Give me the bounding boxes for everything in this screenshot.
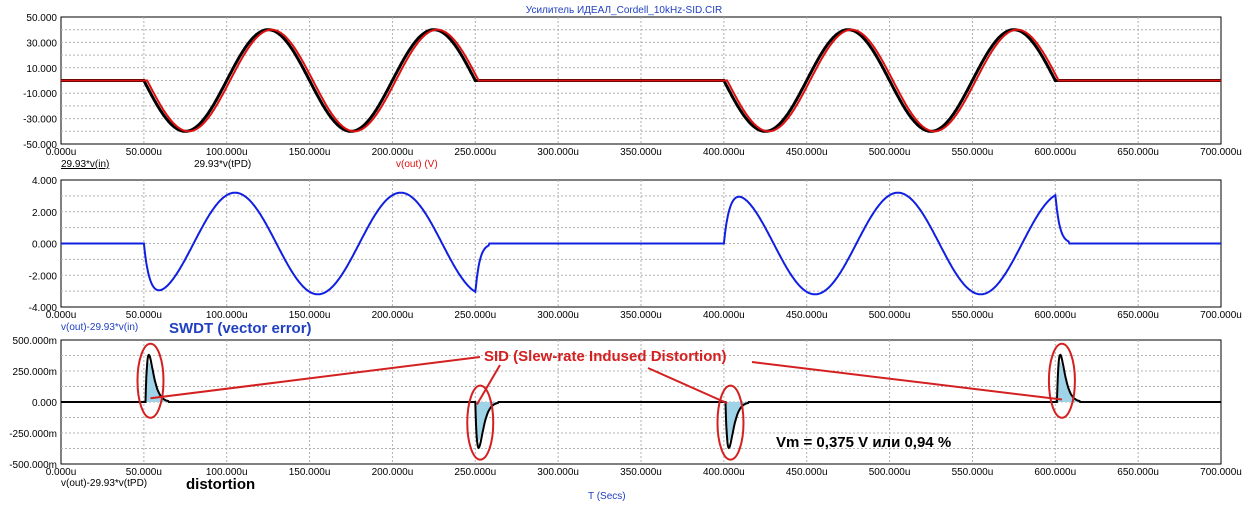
panel-middle-y-ticks: 4.000 2.000 0.000 -2.000 -4.000 bbox=[29, 176, 58, 314]
spike-fill bbox=[725, 402, 749, 441]
annotation-pointer bbox=[476, 364, 501, 405]
y-tick-label: -250.000m bbox=[9, 429, 57, 440]
x-tick-label: 0.000u bbox=[46, 467, 77, 478]
vm-label: Vm = 0,375 V или 0,94 % bbox=[776, 434, 951, 451]
x-tick-label: 350.000u bbox=[620, 467, 662, 478]
series-error bbox=[61, 191, 1221, 296]
x-tick-label: 700.000u bbox=[1200, 467, 1242, 478]
spike-highlight-ellipse bbox=[136, 342, 165, 419]
panel-top-y-ticks: 50.000 30.000 10.000 -10.000 -30.000 -50.000 bbox=[23, 13, 57, 151]
spike-fill bbox=[475, 402, 499, 441]
spike-fills bbox=[145, 361, 1081, 441]
x-tick-label: 350.000u bbox=[620, 147, 662, 158]
series-label-distortion: v(out)-29.93*v(tPD) bbox=[61, 478, 147, 489]
x-tick-label: 500.000u bbox=[869, 467, 911, 478]
series-distortion bbox=[61, 353, 1221, 450]
y-tick-label: -500.000m bbox=[9, 460, 57, 471]
annotation-pointer bbox=[751, 361, 1063, 401]
panel-top-x-ticks: 0.000u 50.000u 100.000u 150.000u 200.000u 250… bbox=[46, 147, 1242, 158]
x-tick-label: 150.000u bbox=[289, 310, 331, 321]
x-tick-label: 150.000u bbox=[289, 467, 331, 478]
x-tick-label: 200.000u bbox=[372, 147, 414, 158]
annotations bbox=[136, 342, 1076, 461]
x-tick-label: 550.000u bbox=[952, 310, 994, 321]
x-tick-label: 300.000u bbox=[537, 467, 579, 478]
x-tick-label: 400.000u bbox=[703, 147, 745, 158]
sid-label: SID (Slew-rate Indused Distortion) bbox=[484, 348, 727, 365]
y-tick-label: 250.000m bbox=[13, 367, 57, 378]
x-tick-label: 450.000u bbox=[786, 467, 828, 478]
panel-bottom: 500.000m250.000m0.000-250.000m-500.000m … bbox=[9, 336, 1242, 502]
x-tick-label: 100.000u bbox=[206, 147, 248, 158]
panel-middle-x-ticks: 0.000u 50.000u 100.000u 150.000u 200.000u 250… bbox=[46, 310, 1242, 321]
x-tick-label: 600.000u bbox=[1034, 310, 1076, 321]
y-tick-label: 500.000m bbox=[13, 336, 57, 347]
x-tick-label: 650.000u bbox=[1117, 147, 1159, 158]
x-tick-label: 450.000u bbox=[786, 147, 828, 158]
annotation-distortion: distortion bbox=[186, 476, 255, 493]
x-tick-label: 300.000u bbox=[537, 147, 579, 158]
x-tick-label: 550.000u bbox=[952, 147, 994, 158]
x-axis-label: T (Secs) bbox=[588, 491, 626, 502]
annotation-pointer bbox=[150, 356, 481, 400]
x-tick-label: 200.000u bbox=[372, 467, 414, 478]
y-tick-label: -30.000 bbox=[23, 115, 57, 126]
x-tick-label: 0.000u bbox=[46, 310, 77, 321]
annotation-pointer bbox=[647, 367, 728, 405]
x-tick-label: 600.000u bbox=[1034, 467, 1076, 478]
x-tick-label: 50.000u bbox=[126, 147, 162, 158]
spike-fill bbox=[145, 361, 169, 402]
x-tick-label: 200.000u bbox=[372, 310, 414, 321]
x-tick-label: 100.000u bbox=[206, 310, 248, 321]
x-tick-label: 50.000u bbox=[126, 467, 162, 478]
x-tick-label: 600.000u bbox=[1034, 147, 1076, 158]
x-tick-label: 350.000u bbox=[620, 310, 662, 321]
panel-bottom-y-ticks: 500.000m 250.000m 0.000 -250.000m -500.000m bbox=[9, 336, 57, 471]
x-tick-label: 500.000u bbox=[869, 147, 911, 158]
x-tick-label: 150.000u bbox=[289, 147, 331, 158]
panel-top: 50.00030.00010.000-10.000-30.000-50.000 … bbox=[23, 13, 1242, 170]
x-tick-label: 50.000u bbox=[126, 310, 162, 321]
y-tick-label: -4.000 bbox=[29, 303, 58, 314]
x-tick-label: 700.000u bbox=[1200, 147, 1242, 158]
x-tick-label: 250.000u bbox=[454, 310, 496, 321]
panel-middle: 4.000 2.000 0.000 -2.000 -4.000 0.000u 50.000… bbox=[29, 176, 1242, 337]
x-tick-label: 300.000u bbox=[537, 310, 579, 321]
x-tick-label: 650.000u bbox=[1117, 467, 1159, 478]
y-tick-label: 0.000 bbox=[32, 398, 57, 409]
x-tick-label: 700.000u bbox=[1200, 310, 1242, 321]
y-tick-label: -10.000 bbox=[23, 89, 57, 100]
y-tick-label: 30.000 bbox=[26, 38, 57, 49]
y-tick-label: 2.000 bbox=[32, 208, 57, 219]
spike-fill bbox=[1056, 361, 1081, 402]
series-label-error: v(out)-29.93*v(in) bbox=[61, 322, 138, 333]
x-tick-label: 400.000u bbox=[703, 467, 745, 478]
x-tick-label: 650.000u bbox=[1117, 310, 1159, 321]
spike-highlight-ellipse bbox=[716, 384, 745, 461]
annotation-swdt: SWDT (vector error) bbox=[169, 320, 312, 337]
series-output bbox=[61, 28, 1221, 133]
window-title: Усилитель ИДЕАЛ_Cordell_10kHz-SID.CIR bbox=[526, 5, 722, 16]
x-tick-label: 500.000u bbox=[869, 310, 911, 321]
x-tick-label: 400.000u bbox=[703, 310, 745, 321]
legend-in: 29.93*v(in) bbox=[61, 159, 109, 170]
y-tick-label: 0.000 bbox=[32, 240, 57, 251]
x-tick-label: 450.000u bbox=[786, 310, 828, 321]
x-tick-label: 250.000u bbox=[454, 147, 496, 158]
x-tick-label: 550.000u bbox=[952, 467, 994, 478]
spike-highlight-ellipse bbox=[1047, 342, 1076, 419]
legend-out: v(out) (V) bbox=[396, 159, 438, 170]
x-tick-label: 250.000u bbox=[454, 467, 496, 478]
x-tick-label: 0.000u bbox=[46, 147, 77, 158]
panel-bottom-x-ticks: 0.000u 50.000u 100.000u 150.000u 200.000u 250… bbox=[46, 467, 1242, 478]
y-tick-label: -2.000 bbox=[29, 271, 58, 282]
x-tick-label: 100.000u bbox=[206, 467, 248, 478]
spike-highlight-ellipse bbox=[466, 384, 495, 461]
y-tick-label: -50.000 bbox=[23, 140, 57, 151]
y-tick-label: 10.000 bbox=[26, 64, 57, 75]
y-tick-label: 4.000 bbox=[32, 176, 57, 187]
y-tick-label: 50.000 bbox=[26, 13, 57, 24]
legend-tpd: 29.93*v(tPD) bbox=[194, 159, 251, 170]
